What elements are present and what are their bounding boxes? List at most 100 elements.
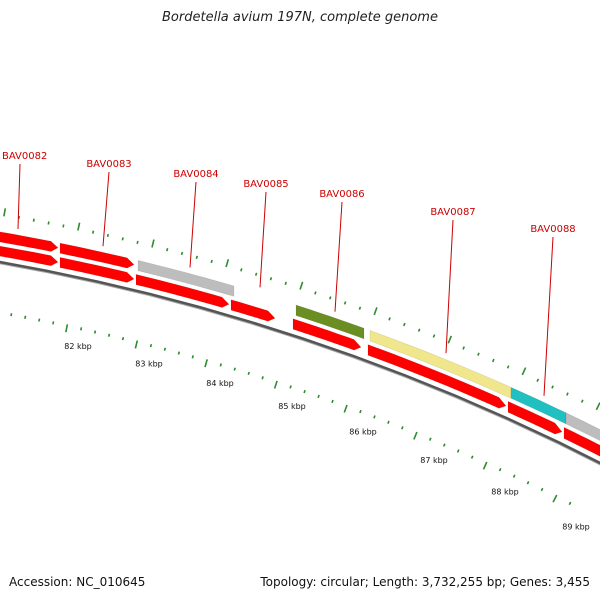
genome-backbone: [0, 260, 600, 465]
tick-mark: [580, 399, 584, 403]
tick-mark: [299, 281, 304, 290]
gene-leader-line: [334, 201, 343, 312]
scale-tick: [204, 359, 208, 368]
gene-label: BAV0086: [319, 189, 364, 200]
tick-mark: [417, 328, 421, 332]
scale-tick: [317, 394, 320, 399]
tick-mark: [77, 222, 81, 231]
scale-tick: [552, 494, 558, 503]
scale-tick: [540, 487, 544, 492]
scale-label: 84 kbp: [206, 379, 234, 388]
gene-feature-upper: [137, 260, 235, 297]
tick-mark: [195, 255, 198, 260]
tick-mark: [373, 307, 378, 316]
tick-mark: [254, 272, 258, 276]
gene-arrow-outer: [292, 318, 362, 351]
tick-mark: [240, 268, 243, 272]
scale-tick: [568, 501, 572, 506]
scale-label: 87 kbp: [420, 456, 448, 465]
scale-tick: [149, 344, 153, 348]
genome-backbone-highlight: [0, 263, 600, 466]
scale-label: 88 kbp: [491, 488, 519, 497]
gene-arrow-outer: [507, 400, 563, 435]
gene-feature-upper: [0, 231, 59, 252]
scale-tick: [134, 340, 139, 349]
scale-tick: [93, 330, 97, 334]
gene-feature-upper: [565, 412, 600, 442]
tick-mark: [491, 358, 495, 363]
tick-mark: [92, 230, 95, 234]
scale-tick: [121, 336, 125, 341]
tick-mark: [210, 259, 213, 264]
tick-mark: [403, 322, 406, 327]
tick-mark: [329, 296, 332, 300]
scale-tick: [413, 431, 418, 440]
tick-mark: [269, 277, 273, 281]
gene-arrow-outer: [135, 274, 230, 308]
gene-leader-line: [17, 163, 21, 230]
gene-label: BAV0088: [530, 224, 575, 235]
gene-leader-line: [259, 191, 267, 288]
gene-label: BAV0087: [430, 207, 475, 218]
scale-tick: [80, 327, 83, 331]
tick-mark: [566, 392, 569, 396]
tick-mark: [432, 334, 436, 338]
tick-mark: [32, 218, 35, 222]
tick-mark: [225, 259, 230, 268]
scale-tick: [247, 371, 250, 376]
tick-mark: [358, 306, 362, 310]
gene-leader-line: [445, 219, 454, 354]
tick-mark: [151, 239, 155, 248]
gene-leader-line: [543, 236, 554, 396]
scale-label: 83 kbp: [135, 359, 163, 368]
gene-label: BAV0085: [243, 179, 288, 190]
scale-tick: [191, 355, 194, 359]
scale-tick: [177, 351, 181, 355]
tick-mark: [521, 367, 527, 376]
scale-tick: [219, 363, 222, 367]
tick-mark: [136, 240, 139, 244]
gene-arrow-outer: [367, 344, 507, 409]
scale-tick: [387, 420, 390, 424]
gene-label: BAV0082: [2, 151, 47, 162]
tick-mark: [536, 378, 540, 382]
tick-mark: [595, 402, 600, 411]
tick-mark: [47, 221, 50, 225]
tick-mark: [62, 224, 65, 228]
gene-leader-line: [102, 171, 110, 247]
tick-mark: [314, 291, 317, 295]
scale-tick: [52, 321, 55, 325]
scale-tick: [303, 389, 306, 394]
scale-label: 89 kbp: [562, 522, 590, 531]
scale-tick: [482, 461, 488, 470]
scale-tick: [343, 404, 348, 413]
tick-mark: [506, 365, 510, 369]
tick-mark: [477, 352, 480, 356]
scale-tick: [10, 313, 13, 317]
gene-arrow-outer: [230, 299, 276, 322]
scale-label: 85 kbp: [278, 402, 306, 411]
scale-tick: [261, 376, 264, 380]
scale-tick: [428, 437, 432, 441]
scale-tick: [526, 481, 530, 485]
scale-label: 86 kbp: [349, 428, 377, 437]
scale-tick: [289, 385, 292, 389]
scale-tick: [442, 443, 446, 447]
scale-tick: [233, 367, 236, 371]
scale-tick: [107, 333, 111, 337]
scale-tick: [331, 399, 334, 404]
tick-mark: [343, 301, 347, 305]
genome-summary: Topology: circular; Length: 3,732,255 bp…: [260, 575, 590, 589]
tick-mark: [462, 346, 465, 350]
scale-tick: [401, 426, 404, 430]
gene-leader-line: [189, 181, 197, 268]
tick-mark: [180, 251, 184, 256]
tick-mark: [284, 281, 287, 286]
gene-label: BAV0083: [86, 159, 131, 170]
scale-tick: [498, 467, 502, 472]
scale-tick: [470, 455, 474, 459]
scale-tick: [512, 474, 516, 478]
tick-mark: [166, 247, 169, 252]
tick-mark: [121, 237, 124, 241]
